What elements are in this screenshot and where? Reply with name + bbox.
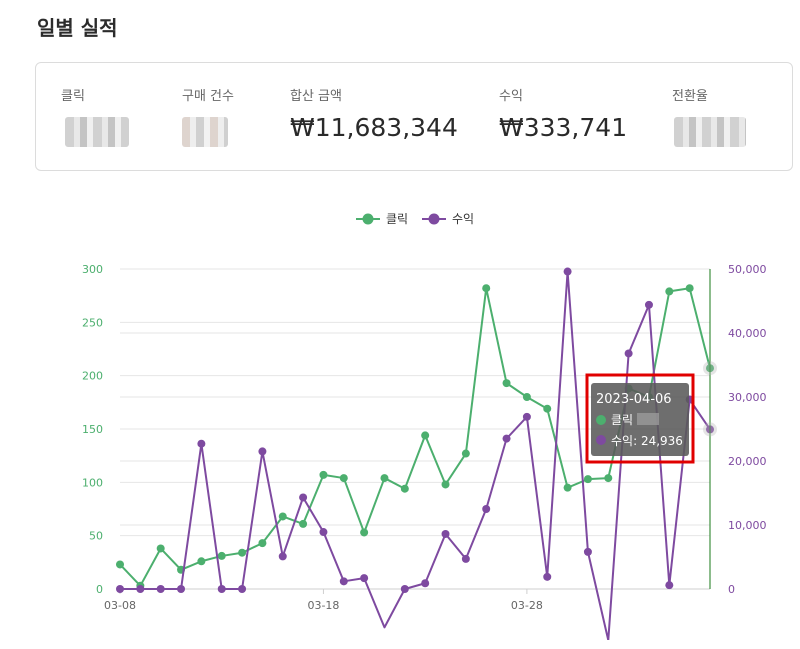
data-point [278,512,287,521]
chart-series [116,267,714,640]
y-left-tick-label: 300 [82,263,103,276]
data-point [461,449,470,458]
data-point [217,551,226,560]
tooltip-revenue-dot [596,435,606,445]
data-point [522,393,531,401]
data-point [197,557,206,566]
tooltip-clicks-label: 클릭 [611,413,633,427]
tooltip-revenue-text: 수익: 24,936 [611,434,683,448]
legend-swatch-dot [362,213,374,225]
data-point [583,547,592,556]
tooltip-clicks-dot [596,415,606,425]
data-point [238,548,247,557]
data-point [543,404,552,413]
hover-halo [703,422,717,437]
y-right-tick-label: 50,000 [728,263,767,276]
y-right-tick-label: 20,000 [728,455,767,468]
data-point [563,267,572,276]
stat-total-amount-label: 합산 금액 [290,89,342,104]
stat-revenue-label: 수익 [499,89,523,104]
x-tick-label: 03-08 [104,599,136,612]
legend-label-0: 클릭 [386,212,408,226]
y-left-tick-label: 100 [82,476,103,489]
data-point [441,480,450,489]
data-point [665,287,674,296]
series-line-1 [120,270,711,640]
data-point [543,572,552,581]
y-left-tick-label: 250 [82,316,103,329]
data-point [156,585,165,593]
data-point [360,528,369,537]
data-point [624,349,633,358]
chart-legend: 클릭 수익 [356,212,474,226]
data-point [116,585,124,593]
data-point [482,505,491,513]
x-tick-label: 03-28 [511,599,543,612]
y-right-tick-label: 40,000 [728,327,767,340]
data-point [197,439,206,448]
data-point [217,585,226,593]
stat-revenue-value: ₩333,741 [499,113,628,142]
data-point [461,554,470,563]
y-right-tick-label: 0 [728,583,735,596]
daily-performance-chart: 클릭 수익 0 50 100 150 200 250 300 0 10,000 20,000 30,0… [82,212,767,640]
data-point [644,300,653,309]
data-point [156,544,165,553]
data-point [299,519,308,528]
data-point [604,474,613,483]
stat-clicks-label: 클릭 [61,89,85,104]
data-point [665,581,674,590]
data-point [563,483,572,492]
legend-label-1: 수익 [452,212,474,226]
stat-conversion-label: 전환율 [672,89,708,104]
data-point [583,475,592,484]
stat-clicks-value-blurred [65,117,129,147]
summary-card: 클릭 구매 건수 합산 금액 ₩11,683,344 수익 ₩333,741 전… [35,62,793,171]
data-point [400,585,409,593]
data-point [319,470,328,479]
data-point [299,493,308,502]
tooltip-date: 2023-04-06 [596,392,672,407]
y-left-tick-label: 200 [82,370,103,383]
data-point [685,284,694,293]
x-tick-label: 03-18 [307,599,339,612]
y-left-tick-label: 150 [82,423,103,436]
data-point [522,412,531,421]
stat-purchases-label: 구매 건수 [182,89,234,104]
data-point [502,379,511,388]
data-point [421,579,430,588]
data-point [441,529,450,538]
stat-total-amount-value: ₩11,683,344 [290,113,458,142]
data-point [360,574,369,583]
data-point [177,585,186,593]
y-right-tick-label: 10,000 [728,519,767,532]
hover-halo [703,361,717,376]
data-point [278,552,287,561]
data-point [400,484,409,493]
stat-conversion-value-blurred [674,117,746,147]
data-point [502,434,511,443]
y-left-tick-label: 50 [89,530,103,543]
y-right-tick-label: 30,000 [728,391,767,404]
legend-swatch-dot [428,213,440,225]
data-point [136,585,145,593]
tooltip-clicks-value-blurred [637,413,659,425]
data-point [421,431,430,440]
data-point [339,577,348,586]
data-point [339,474,348,483]
highlight-box [585,373,695,464]
data-point [258,447,267,456]
y-left-tick-label: 0 [96,583,103,596]
data-point [482,284,491,293]
stat-purchases-value-blurred [182,117,228,147]
page-title: 일별 실적 [37,16,118,40]
data-point [238,585,247,593]
data-point [258,539,267,548]
data-point [116,560,124,569]
data-point [319,528,328,537]
data-point [380,474,389,483]
